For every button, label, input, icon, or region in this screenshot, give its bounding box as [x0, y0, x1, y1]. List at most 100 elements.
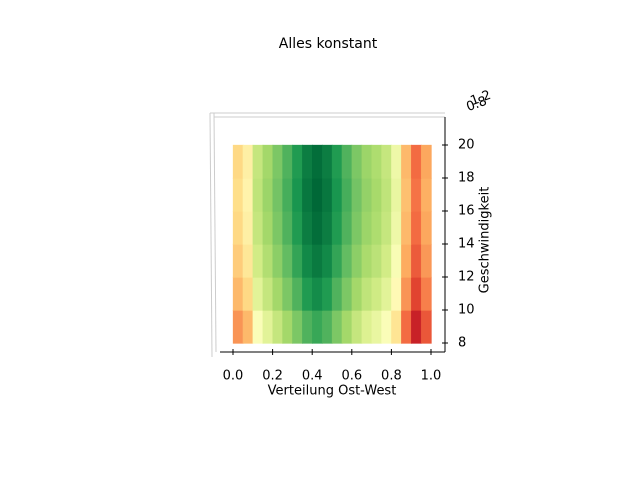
surface-cell: [381, 144, 393, 179]
surface-cell: [361, 177, 373, 212]
x-tick-label: 0.2: [262, 369, 283, 384]
surface-cell: [292, 243, 303, 278]
surface-cell: [242, 144, 254, 179]
surface-cell: [341, 210, 353, 245]
surface-cell: [262, 243, 274, 278]
surface-cell: [351, 276, 363, 311]
surface-cell: [252, 309, 264, 344]
surface-cell: [252, 177, 264, 212]
surface-cell: [321, 243, 333, 278]
surface-cell: [312, 309, 323, 344]
surface-cell: [232, 177, 244, 212]
surface-cell: [302, 177, 313, 212]
surface-cell: [391, 177, 402, 212]
surface-cell: [411, 243, 422, 278]
surface-cell: [282, 144, 294, 179]
surface-cell: [371, 177, 383, 212]
surface-cell: [272, 177, 284, 212]
surface-cell: [232, 243, 244, 278]
surface-cell: [292, 309, 303, 344]
x-axis-label: Verteilung Ost-West: [268, 384, 397, 399]
surface-cell: [302, 210, 313, 245]
surface-cell: [391, 309, 402, 344]
y-tick-label: 16: [458, 204, 475, 219]
surface-cell: [272, 210, 284, 245]
surface-cell: [272, 144, 284, 179]
surface-cell: [292, 177, 303, 212]
surface-cell: [401, 309, 412, 344]
surface-cell: [391, 243, 402, 278]
surface-cell: [242, 210, 254, 245]
surface-cell: [312, 177, 323, 212]
surface-cell: [391, 210, 402, 245]
y-tick-label: 10: [458, 303, 475, 318]
surface-cell: [302, 144, 313, 179]
surface-cell: [341, 309, 353, 344]
surface-cell: [242, 276, 254, 311]
surface-cell: [312, 210, 323, 245]
y-tick-label: 20: [458, 138, 475, 153]
x-tick-label: 0.8: [381, 369, 402, 384]
surface-cell: [232, 144, 244, 179]
surface-cell: [401, 144, 412, 179]
surface-cell: [262, 276, 274, 311]
surface-cell: [341, 243, 353, 278]
surface-cell: [361, 309, 373, 344]
surface-cell: [351, 144, 363, 179]
surface-cell: [302, 243, 313, 278]
surface-cell: [391, 276, 402, 311]
surface-cell: [351, 177, 363, 212]
surface-cell: [371, 210, 383, 245]
surface-cell: [262, 144, 274, 179]
surface-cell: [282, 243, 294, 278]
pane-edge: [213, 112, 217, 353]
x-tick-label: 0.4: [302, 369, 323, 384]
surface-cell: [321, 144, 333, 179]
surface-cell: [312, 276, 323, 311]
surface-cell: [302, 309, 313, 344]
surface-cell: [381, 210, 393, 245]
surface-cell: [252, 144, 264, 179]
surface-cell: [391, 144, 402, 179]
surface-cell: [262, 177, 274, 212]
surface-cell: [411, 276, 422, 311]
y-tick-label: 14: [458, 237, 475, 252]
surface-cell: [341, 144, 353, 179]
surface-cell: [321, 210, 333, 245]
surface-cell: [420, 309, 432, 344]
surface-cell: [381, 309, 393, 344]
x-tick-label: 0.6: [341, 369, 362, 384]
surface-cell: [282, 210, 294, 245]
surface-cell: [262, 309, 274, 344]
surface-cell: [232, 276, 244, 311]
surface-cell: [411, 309, 422, 344]
surface-cell: [272, 243, 284, 278]
surface-cell: [331, 309, 343, 344]
surface-cell: [321, 276, 333, 311]
pane-edge: [209, 112, 213, 358]
surface-cell: [420, 210, 432, 245]
surface-cell: [272, 276, 284, 311]
y-tick-label: 12: [458, 270, 475, 285]
surface-cell: [242, 243, 254, 278]
surface-cell: [252, 243, 264, 278]
surface-cell: [361, 243, 373, 278]
surface-cell: [262, 210, 274, 245]
surface-cell: [331, 243, 343, 278]
surface-cell: [321, 177, 333, 212]
surface-cell: [272, 309, 284, 344]
surface-cell: [232, 210, 244, 245]
surface-cell: [381, 177, 393, 212]
surface-cell: [420, 276, 432, 311]
panes: [209, 112, 446, 358]
surface-cell: [381, 276, 393, 311]
surface-cell: [282, 309, 294, 344]
surface-cell: [331, 144, 343, 179]
surface-cell: [371, 144, 383, 179]
surface-cell: [371, 276, 383, 311]
surface-cell: [292, 210, 303, 245]
surface-cell: [331, 276, 343, 311]
surface-cell: [242, 309, 254, 344]
surface-cell: [361, 276, 373, 311]
